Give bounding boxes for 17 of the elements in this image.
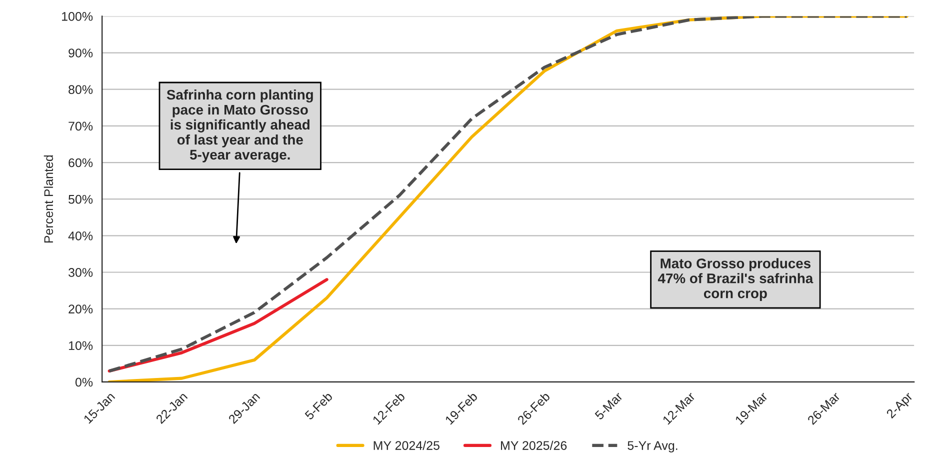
y-tick-label: 50% xyxy=(68,194,93,204)
y-axis-title: Percent Planted xyxy=(44,155,54,243)
y-tick-label: 70% xyxy=(68,122,93,131)
y-tick-label: 0% xyxy=(75,378,93,387)
y-tick-label: 30% xyxy=(68,268,93,277)
y-tick-label: 60% xyxy=(68,158,93,168)
y-tick-label: 40% xyxy=(68,231,93,240)
annotation: Mato Grosso produces 47% of Brazil's safrinha corn crop xyxy=(658,258,814,301)
y-tick-label: 100% xyxy=(62,12,93,21)
y-tick-label: 90% xyxy=(68,48,93,58)
y-tick-label: 10% xyxy=(68,341,93,350)
legend-label: MY 2024/25 xyxy=(374,440,440,450)
annotation: Safrinha corn planting pace in Mato Grosso is significantly ahead of last year and the 5-year average. xyxy=(166,89,313,162)
y-tick-label: 20% xyxy=(68,304,93,314)
y-tick-label: 80% xyxy=(68,85,93,94)
legend-label: 5-Yr Avg. xyxy=(628,441,678,452)
legend-label: MY 2025/26 xyxy=(501,440,567,450)
